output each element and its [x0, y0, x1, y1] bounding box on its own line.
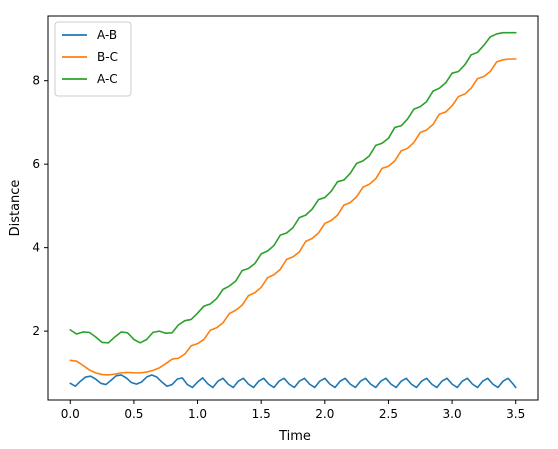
- x-tick-label: 0.5: [124, 407, 143, 421]
- y-axis-label: Distance: [8, 180, 23, 237]
- legend-label-b-c: B-C: [97, 50, 118, 64]
- x-axis: 0.0 0.5 1.0 1.5 2.0 2.5 3.0 3.5: [61, 400, 525, 421]
- x-tick-label: 2.0: [315, 407, 334, 421]
- y-tick-label: 2: [32, 324, 40, 338]
- legend-label-a-c: A-C: [97, 72, 118, 86]
- legend: A-B B-C A-C: [54, 21, 132, 97]
- series-line-a-b: [69, 374, 517, 389]
- x-axis-label: Time: [278, 429, 311, 444]
- y-tick-label: 8: [32, 74, 40, 88]
- series-line-b-c: [69, 58, 517, 376]
- x-tick-label: 3.5: [506, 407, 525, 421]
- x-tick-label: 2.5: [379, 407, 398, 421]
- legend-label-a-b: A-B: [97, 28, 117, 42]
- x-tick-label: 3.0: [443, 407, 462, 421]
- series-layer: [69, 31, 517, 389]
- y-tick-label: 6: [32, 157, 40, 171]
- y-axis: 2 4 6 8: [32, 74, 48, 338]
- x-tick-label: 0.0: [61, 407, 80, 421]
- y-tick-label: 4: [32, 241, 40, 255]
- x-tick-label: 1.5: [252, 407, 271, 421]
- x-tick-label: 1.0: [188, 407, 207, 421]
- series-line-a-c: [69, 31, 517, 344]
- legend-frame: [54, 21, 132, 97]
